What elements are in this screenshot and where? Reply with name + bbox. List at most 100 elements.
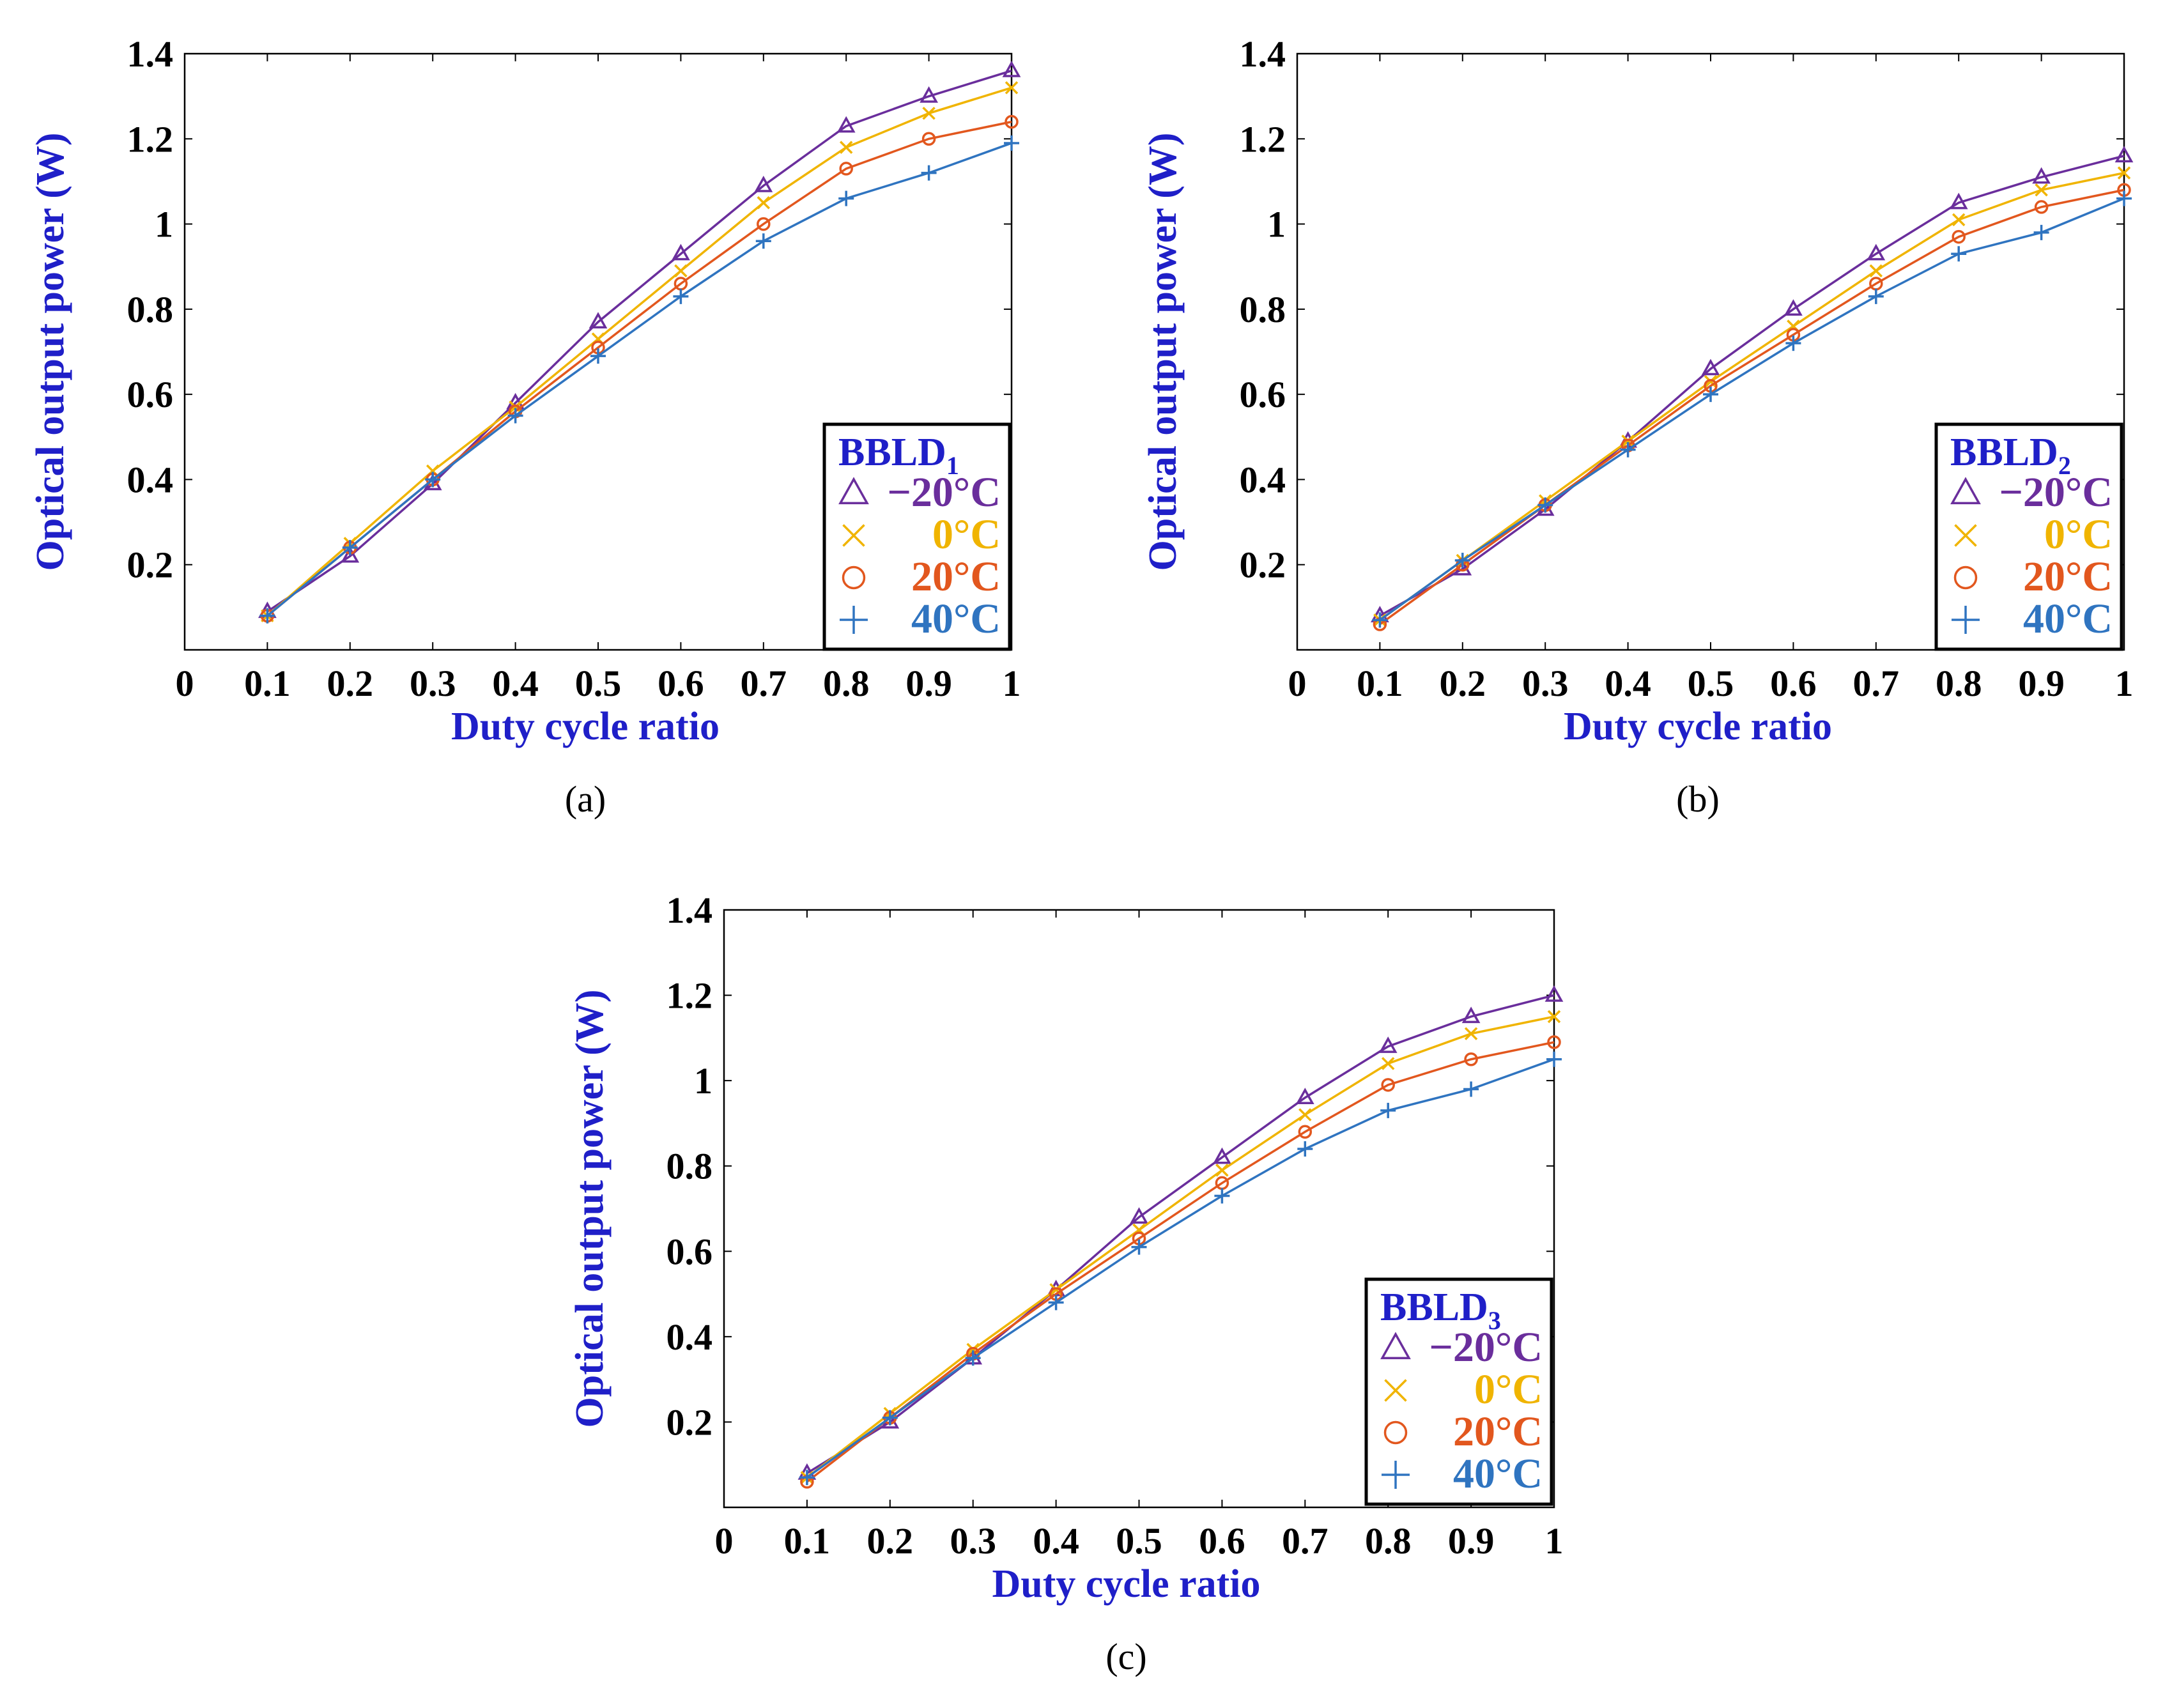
legend-marker bbox=[1382, 1461, 1410, 1489]
legend: BBLD2−20°C0°C20°C40°C bbox=[1934, 422, 2123, 651]
x-tick-label: 0.8 bbox=[1936, 663, 1982, 704]
x-tick-label: 0.9 bbox=[1448, 1520, 1495, 1562]
data-point bbox=[1621, 435, 1635, 448]
data-point bbox=[1454, 553, 1470, 569]
data-point-stroke-b bbox=[1621, 435, 1635, 448]
data-point-stroke-b bbox=[1381, 1057, 1395, 1070]
x-tick-label: 0.4 bbox=[1605, 663, 1651, 704]
legend-marker-stroke-b bbox=[842, 524, 865, 547]
legend-marker bbox=[1952, 606, 1980, 634]
data-point-stroke-b bbox=[2117, 166, 2131, 180]
data-point bbox=[1004, 135, 1019, 151]
data-point bbox=[1298, 1108, 1312, 1121]
x-axis-title: Duty cycle ratio bbox=[451, 705, 720, 748]
y-tick-label: 0.2 bbox=[666, 1401, 713, 1443]
y-tick-label: 0.6 bbox=[666, 1231, 713, 1272]
data-point bbox=[757, 217, 771, 231]
data-point-stroke-b bbox=[757, 196, 771, 210]
x-tick-label: 0.7 bbox=[1282, 1520, 1329, 1562]
legend-marker bbox=[1383, 1420, 1408, 1445]
x-tick-label: 0.4 bbox=[1033, 1520, 1079, 1562]
series-line bbox=[806, 1041, 1555, 1483]
legend-marker bbox=[1950, 477, 1981, 505]
data-point bbox=[839, 162, 853, 176]
chart-panel-3: 0 0.1 0.2 0.3 0.4 0.5 0.6 0.7 0.8 0.9 1 0.2 0.4 0.6 0.… bbox=[568, 889, 1564, 1677]
data-point bbox=[1785, 335, 1801, 351]
data-point bbox=[2117, 166, 2131, 180]
x-tick-label: 0.3 bbox=[410, 663, 456, 704]
data-point bbox=[1130, 1207, 1148, 1224]
legend-marker bbox=[842, 565, 866, 590]
data-point bbox=[1005, 114, 1019, 129]
x-tick-label: 0.9 bbox=[2018, 663, 2065, 704]
y-tick-label: 0.2 bbox=[1240, 544, 1286, 586]
data-point bbox=[755, 233, 771, 249]
series-line bbox=[806, 1015, 1555, 1479]
chart-panel-2: 0 0.1 0.2 0.3 0.4 0.5 0.6 0.7 0.8 0.9 1 0.2 0.4 0.6 0.… bbox=[1141, 33, 2134, 820]
data-point-stroke-b bbox=[1298, 1108, 1312, 1121]
data-point bbox=[754, 176, 773, 192]
data-point-stroke-b bbox=[674, 264, 688, 278]
data-point bbox=[1372, 612, 1388, 628]
series-line bbox=[266, 69, 1012, 613]
y-tick-label: 1.4 bbox=[1240, 33, 1286, 75]
data-point bbox=[674, 264, 688, 278]
data-point bbox=[2033, 224, 2049, 240]
data-point bbox=[1049, 1283, 1063, 1296]
data-point bbox=[342, 540, 358, 556]
x-tick-label: 0.8 bbox=[1365, 1520, 1412, 1562]
data-point bbox=[1544, 985, 1564, 1002]
y-axis-title: Optical output power (W) bbox=[29, 132, 72, 571]
x-tick-label: 0 bbox=[176, 663, 194, 704]
x-tick-label: 0.9 bbox=[905, 663, 952, 704]
data-point-stroke-b bbox=[1215, 1164, 1229, 1177]
data-point-stroke-b bbox=[1952, 213, 1966, 227]
data-point bbox=[799, 1470, 815, 1486]
legend-label: −20°C bbox=[887, 469, 1001, 516]
legend-marker bbox=[842, 524, 865, 547]
data-point bbox=[921, 165, 937, 181]
data-point bbox=[590, 348, 606, 364]
data-point-stroke-b bbox=[1049, 1283, 1063, 1296]
legend-label: −20°C bbox=[1429, 1324, 1543, 1371]
chart-panel-1: 0 0.1 0.2 0.3 0.4 0.5 0.6 0.7 0.8 0.9 1 0.2 0.4 0.6 0.… bbox=[29, 33, 1021, 820]
legend-label: 20°C bbox=[2023, 553, 2113, 600]
x-tick-label: 1 bbox=[1003, 663, 1021, 704]
data-point bbox=[673, 288, 689, 304]
data-point bbox=[920, 86, 938, 103]
data-point bbox=[1547, 1010, 1561, 1024]
series-4 bbox=[259, 135, 1019, 624]
x-tick-label: 0.5 bbox=[1688, 663, 1734, 704]
legend-label: 0°C bbox=[1474, 1366, 1543, 1413]
legend-title: BBLD2 bbox=[1950, 431, 2071, 480]
y-tick-label: 1.2 bbox=[127, 118, 174, 160]
legend-marker-stroke-b bbox=[1384, 1379, 1407, 1402]
legend-label: 20°C bbox=[1453, 1408, 1543, 1455]
data-point bbox=[1546, 1051, 1562, 1067]
data-point bbox=[1464, 1052, 1478, 1066]
x-tick-label: 0.5 bbox=[1116, 1520, 1162, 1562]
x-tick-label: 0.7 bbox=[741, 663, 787, 704]
data-point bbox=[1701, 358, 1720, 376]
x-tick-label: 0.5 bbox=[575, 663, 622, 704]
data-point bbox=[965, 1350, 981, 1366]
panel-caption: (b) bbox=[1676, 778, 1720, 820]
x-tick-label: 0.3 bbox=[1522, 663, 1569, 704]
y-tick-label: 0.2 bbox=[127, 544, 174, 586]
data-point bbox=[882, 1410, 898, 1426]
data-point bbox=[2116, 190, 2132, 206]
data-point bbox=[922, 107, 936, 120]
y-tick-label: 1.4 bbox=[127, 33, 174, 75]
y-tick-label: 0.8 bbox=[1240, 289, 1286, 330]
data-point bbox=[259, 608, 275, 624]
panel-caption: (a) bbox=[565, 778, 606, 820]
legend-label: 0°C bbox=[932, 511, 1001, 558]
data-point bbox=[2034, 200, 2049, 214]
series-line bbox=[266, 86, 1012, 617]
data-point bbox=[507, 408, 523, 424]
data-point-stroke-b bbox=[2035, 183, 2048, 197]
data-point bbox=[1463, 1081, 1479, 1097]
data-point bbox=[341, 546, 360, 563]
data-point bbox=[836, 116, 856, 133]
